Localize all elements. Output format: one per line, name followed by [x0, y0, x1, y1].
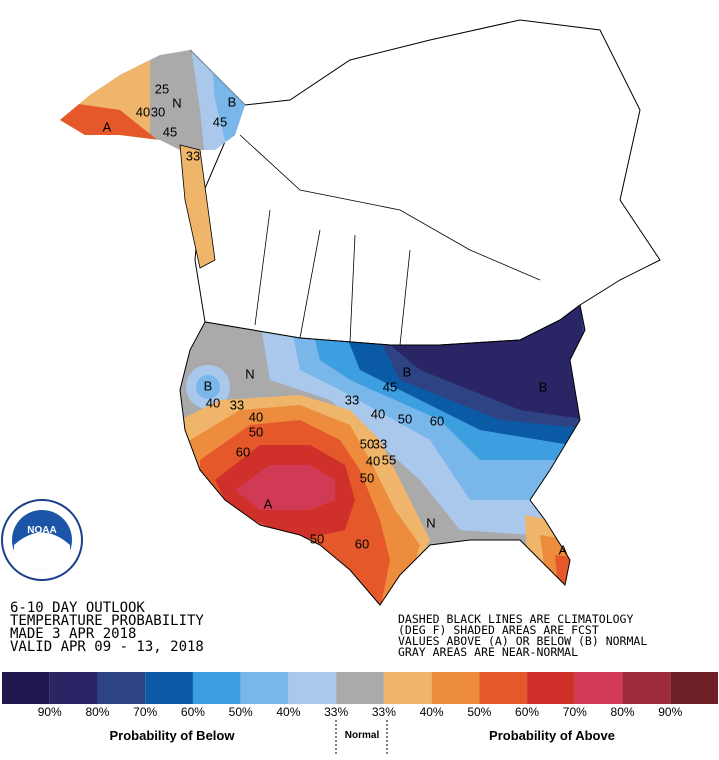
legend-swatch	[192, 672, 241, 704]
legend-swatch	[574, 672, 623, 704]
legend-tick-label: 80%	[611, 705, 635, 719]
map-label: B	[539, 379, 548, 394]
note-line: (DEG F) SHADED AREAS ARE FCST	[398, 623, 599, 637]
alaska	[60, 50, 245, 150]
map-label: 60	[236, 444, 250, 459]
map-label: N	[172, 95, 181, 110]
contiguous-us	[180, 305, 585, 605]
map-label: 50	[398, 411, 412, 426]
map-label: 33	[230, 397, 244, 412]
legend-tick-label: 40%	[276, 705, 300, 719]
map-label: 40	[371, 406, 385, 421]
map-label: 50	[249, 424, 263, 439]
map-label: 33	[186, 148, 200, 163]
map-label: 60	[430, 413, 444, 428]
us-border	[179, 304, 586, 606]
legend-tick-label: 70%	[133, 705, 157, 719]
map-label: 45	[383, 379, 397, 394]
legend-swatch	[336, 672, 384, 704]
legend-swatch	[670, 672, 718, 704]
legend-tick-label: 50%	[229, 705, 253, 719]
legend-tick-label: 60%	[181, 705, 205, 719]
canada	[189, 19, 661, 346]
note-line: DASHED BLACK LINES ARE CLIMATOLOGY	[398, 612, 633, 626]
panhandle	[179, 144, 216, 269]
map-label: 50	[360, 436, 374, 451]
map-label: A	[559, 542, 568, 557]
map-label: 45	[163, 124, 177, 139]
map-label: 50	[360, 470, 374, 485]
map-label: 25	[155, 81, 169, 96]
legend-swatch	[383, 672, 432, 704]
map-label: 50	[310, 531, 324, 546]
title-line: MADE 3 APR 2018	[10, 626, 136, 642]
title-line: TEMPERATURE PROBABILITY	[10, 613, 204, 629]
legend-swatch	[622, 672, 671, 704]
legend-tick-label: 40%	[420, 705, 444, 719]
map-label: B	[403, 364, 412, 379]
map-label: 40	[136, 104, 150, 119]
map-label: N	[245, 366, 254, 381]
legend-swatch	[145, 672, 193, 704]
legend-tick-label: 80%	[85, 705, 109, 719]
legend-swatch	[2, 672, 50, 704]
map-label: 33	[373, 436, 387, 451]
legend-swatch	[527, 672, 575, 704]
title-line: 6-10 DAY OUTLOOK	[10, 600, 145, 616]
normal-label: Normal	[345, 730, 380, 741]
note-line: VALUES ABOVE (A) OR BELOW (B) NORMAL	[398, 634, 647, 648]
map-label: 30	[151, 104, 165, 119]
map-label: 40	[249, 409, 263, 424]
legend-tick-label: 90%	[38, 705, 62, 719]
legend-tick-label: 33%	[324, 705, 348, 719]
map-label: A	[103, 119, 112, 134]
legend-swatch	[479, 672, 528, 704]
legend-tick-label: 70%	[563, 705, 587, 719]
noaa-logo: NOAA	[1, 499, 83, 581]
title-line: VALID APR 09 - 13, 2018	[10, 639, 204, 655]
map-label: 60	[355, 536, 369, 551]
color-legend: 90% 80% 70% 60% 50% 40% 33% 33% 40% 50% 60% 70% 80% 9…	[2, 672, 718, 719]
map-label: A	[264, 496, 273, 511]
legend-swatch	[431, 672, 480, 704]
legend-swatch	[97, 672, 146, 704]
map-label: B	[228, 94, 237, 109]
legend-tick-label: 33%	[372, 705, 396, 719]
legend-swatch	[240, 672, 289, 704]
map-label: 45	[213, 114, 227, 129]
legend-tick-label: 50%	[467, 705, 491, 719]
map-label: B	[204, 378, 213, 393]
above-label: Probability of Above	[489, 728, 615, 743]
legend-tick-label: 90%	[658, 705, 682, 719]
below-label: Probability of Below	[110, 728, 236, 743]
legend-tick-label: 60%	[515, 705, 539, 719]
note-line: GRAY AREAS ARE NEAR-NORMAL	[398, 645, 578, 659]
map-label: 40	[206, 395, 220, 410]
legend-swatch	[49, 672, 98, 704]
map-label: N	[426, 515, 435, 530]
map-label: 40	[366, 453, 380, 468]
legend-swatch	[288, 672, 337, 704]
notes-block: DASHED BLACK LINES ARE CLIMATOLOGY(DEG F…	[398, 612, 647, 659]
map-label: 55	[382, 452, 396, 467]
map-label: 33	[345, 392, 359, 407]
logo-text: NOAA	[27, 525, 56, 536]
